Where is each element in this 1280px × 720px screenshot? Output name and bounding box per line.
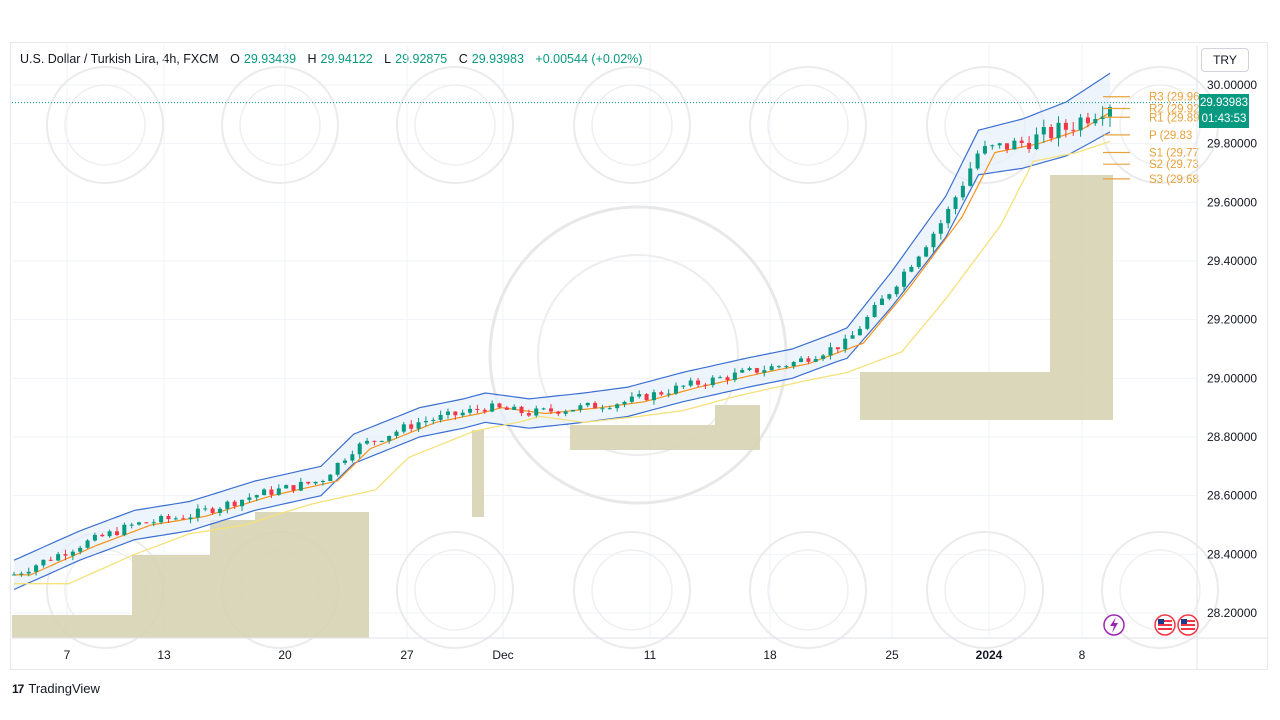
open-label: O bbox=[230, 52, 240, 66]
countdown: 01:43:53 bbox=[1201, 113, 1247, 125]
open-value: 29.93439 bbox=[243, 52, 297, 66]
symbol-legend: U.S. Dollar / Turkish Lira, 4h, FXCM O 29… bbox=[20, 52, 642, 66]
symbol-title[interactable]: U.S. Dollar / Turkish Lira, 4h, FXCM bbox=[20, 52, 219, 66]
last-price-value: 29.93983 bbox=[1200, 97, 1248, 109]
chart-frame bbox=[10, 42, 1268, 670]
close-value: 29.93983 bbox=[471, 52, 524, 66]
tradingview-logo[interactable]: 17 TradingView bbox=[12, 681, 100, 696]
low-value: 29.92875 bbox=[395, 52, 448, 66]
last-price-tag: 29.93983 01:43:53 bbox=[1199, 94, 1249, 128]
high-label: H bbox=[307, 52, 317, 66]
high-value: 29.94122 bbox=[320, 52, 373, 66]
brand-name: TradingView bbox=[28, 681, 100, 696]
change-value: +0.00544 (+0.02%) bbox=[535, 52, 643, 66]
low-label: L bbox=[384, 52, 392, 66]
close-label: C bbox=[458, 52, 468, 66]
tradingview-icon: 17 bbox=[12, 681, 24, 696]
currency-button[interactable]: TRY bbox=[1201, 48, 1249, 72]
